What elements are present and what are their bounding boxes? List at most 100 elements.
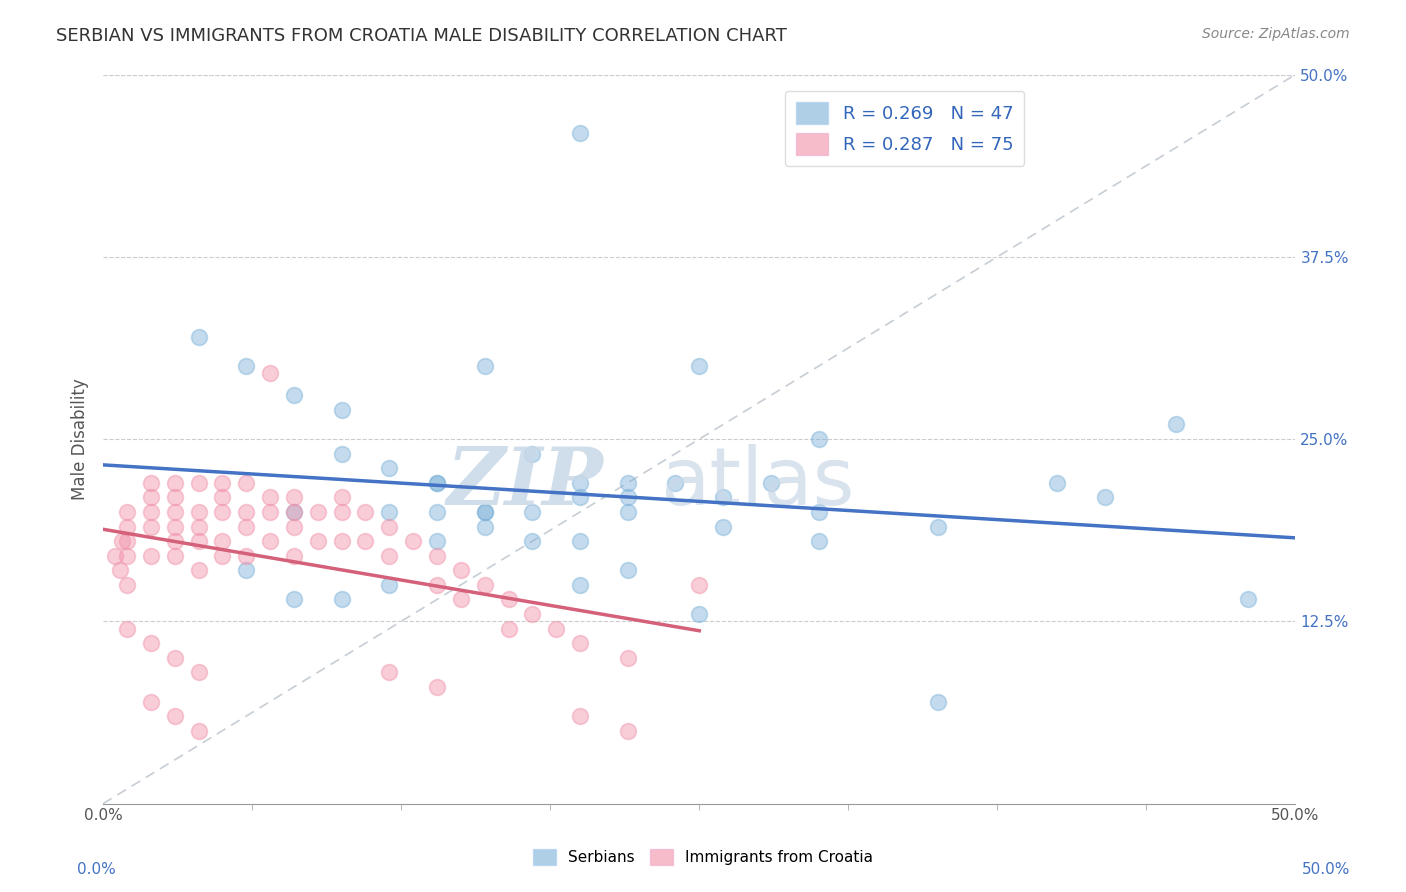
Point (569, 534, 592, 549)
Point (163, 519, 186, 533)
Point (235, 549, 257, 563)
Point (163, 549, 186, 563)
Point (163, 505, 186, 519)
Point (163, 491, 186, 505)
Point (115, 578, 138, 592)
Point (569, 636, 592, 650)
Point (1236, 592, 1258, 607)
Point (211, 505, 233, 519)
Point (378, 578, 401, 592)
Point (474, 359, 496, 373)
Point (211, 534, 233, 549)
Point (616, 475, 638, 490)
Point (115, 549, 138, 563)
Point (163, 709, 186, 723)
Legend: R = 0.269   N = 47, R = 0.287   N = 75: R = 0.269 N = 47, R = 0.287 N = 75 (785, 91, 1024, 166)
Point (426, 475, 449, 490)
Point (259, 505, 281, 519)
Point (330, 592, 353, 607)
Point (688, 578, 710, 592)
Point (235, 519, 257, 533)
Point (450, 563, 472, 577)
Point (235, 563, 257, 577)
Point (426, 680, 449, 694)
Point (688, 359, 710, 373)
Point (474, 505, 496, 519)
Point (211, 549, 233, 563)
Point (108, 563, 131, 577)
Point (474, 519, 496, 533)
Point (115, 519, 138, 533)
Text: ZIP: ZIP (447, 444, 605, 522)
Point (569, 126, 592, 140)
Point (426, 534, 449, 549)
Text: SERBIAN VS IMMIGRANTS FROM CROATIA MALE DISABILITY CORRELATION CHART: SERBIAN VS IMMIGRANTS FROM CROATIA MALE … (56, 27, 787, 45)
Legend: Serbians, Immigrants from Croatia: Serbians, Immigrants from Croatia (527, 843, 879, 871)
Point (139, 694, 162, 708)
Point (426, 549, 449, 563)
Point (283, 505, 305, 519)
Point (139, 636, 162, 650)
Point (1046, 475, 1069, 490)
Point (616, 650, 638, 665)
Point (139, 549, 162, 563)
Point (759, 475, 782, 490)
Point (927, 519, 949, 533)
Point (450, 592, 472, 607)
Point (235, 359, 257, 373)
Point (546, 622, 568, 636)
Point (115, 622, 138, 636)
Point (139, 491, 162, 505)
Point (187, 475, 209, 490)
Point (522, 505, 544, 519)
Point (711, 491, 734, 505)
Point (522, 607, 544, 621)
Point (807, 534, 830, 549)
Point (378, 505, 401, 519)
Point (330, 491, 353, 505)
Point (187, 665, 209, 680)
Point (211, 491, 233, 505)
Point (498, 592, 520, 607)
Point (688, 607, 710, 621)
Point (283, 592, 305, 607)
Point (187, 519, 209, 533)
Point (163, 534, 186, 549)
Point (163, 650, 186, 665)
Point (378, 549, 401, 563)
Point (664, 475, 686, 490)
Point (330, 447, 353, 461)
Text: 50.0%: 50.0% (1302, 863, 1350, 877)
Point (807, 432, 830, 446)
Point (259, 491, 281, 505)
Point (402, 534, 425, 549)
Point (569, 491, 592, 505)
Point (211, 475, 233, 490)
Point (283, 491, 305, 505)
Point (616, 491, 638, 505)
Point (378, 665, 401, 680)
Point (1166, 417, 1188, 432)
Point (139, 475, 162, 490)
Point (426, 505, 449, 519)
Point (378, 461, 401, 475)
Point (426, 475, 449, 490)
Point (330, 403, 353, 417)
Point (187, 563, 209, 577)
Text: Source: ZipAtlas.com: Source: ZipAtlas.com (1202, 27, 1350, 41)
Point (259, 534, 281, 549)
Point (187, 505, 209, 519)
Point (498, 622, 520, 636)
Point (307, 505, 329, 519)
Point (474, 505, 496, 519)
Point (522, 447, 544, 461)
Point (115, 505, 138, 519)
Point (139, 519, 162, 533)
Point (1094, 491, 1116, 505)
Text: 0.0%: 0.0% (77, 863, 117, 877)
Point (522, 534, 544, 549)
Point (187, 723, 209, 738)
Point (330, 534, 353, 549)
Point (616, 563, 638, 577)
Y-axis label: Male Disability: Male Disability (72, 378, 89, 500)
